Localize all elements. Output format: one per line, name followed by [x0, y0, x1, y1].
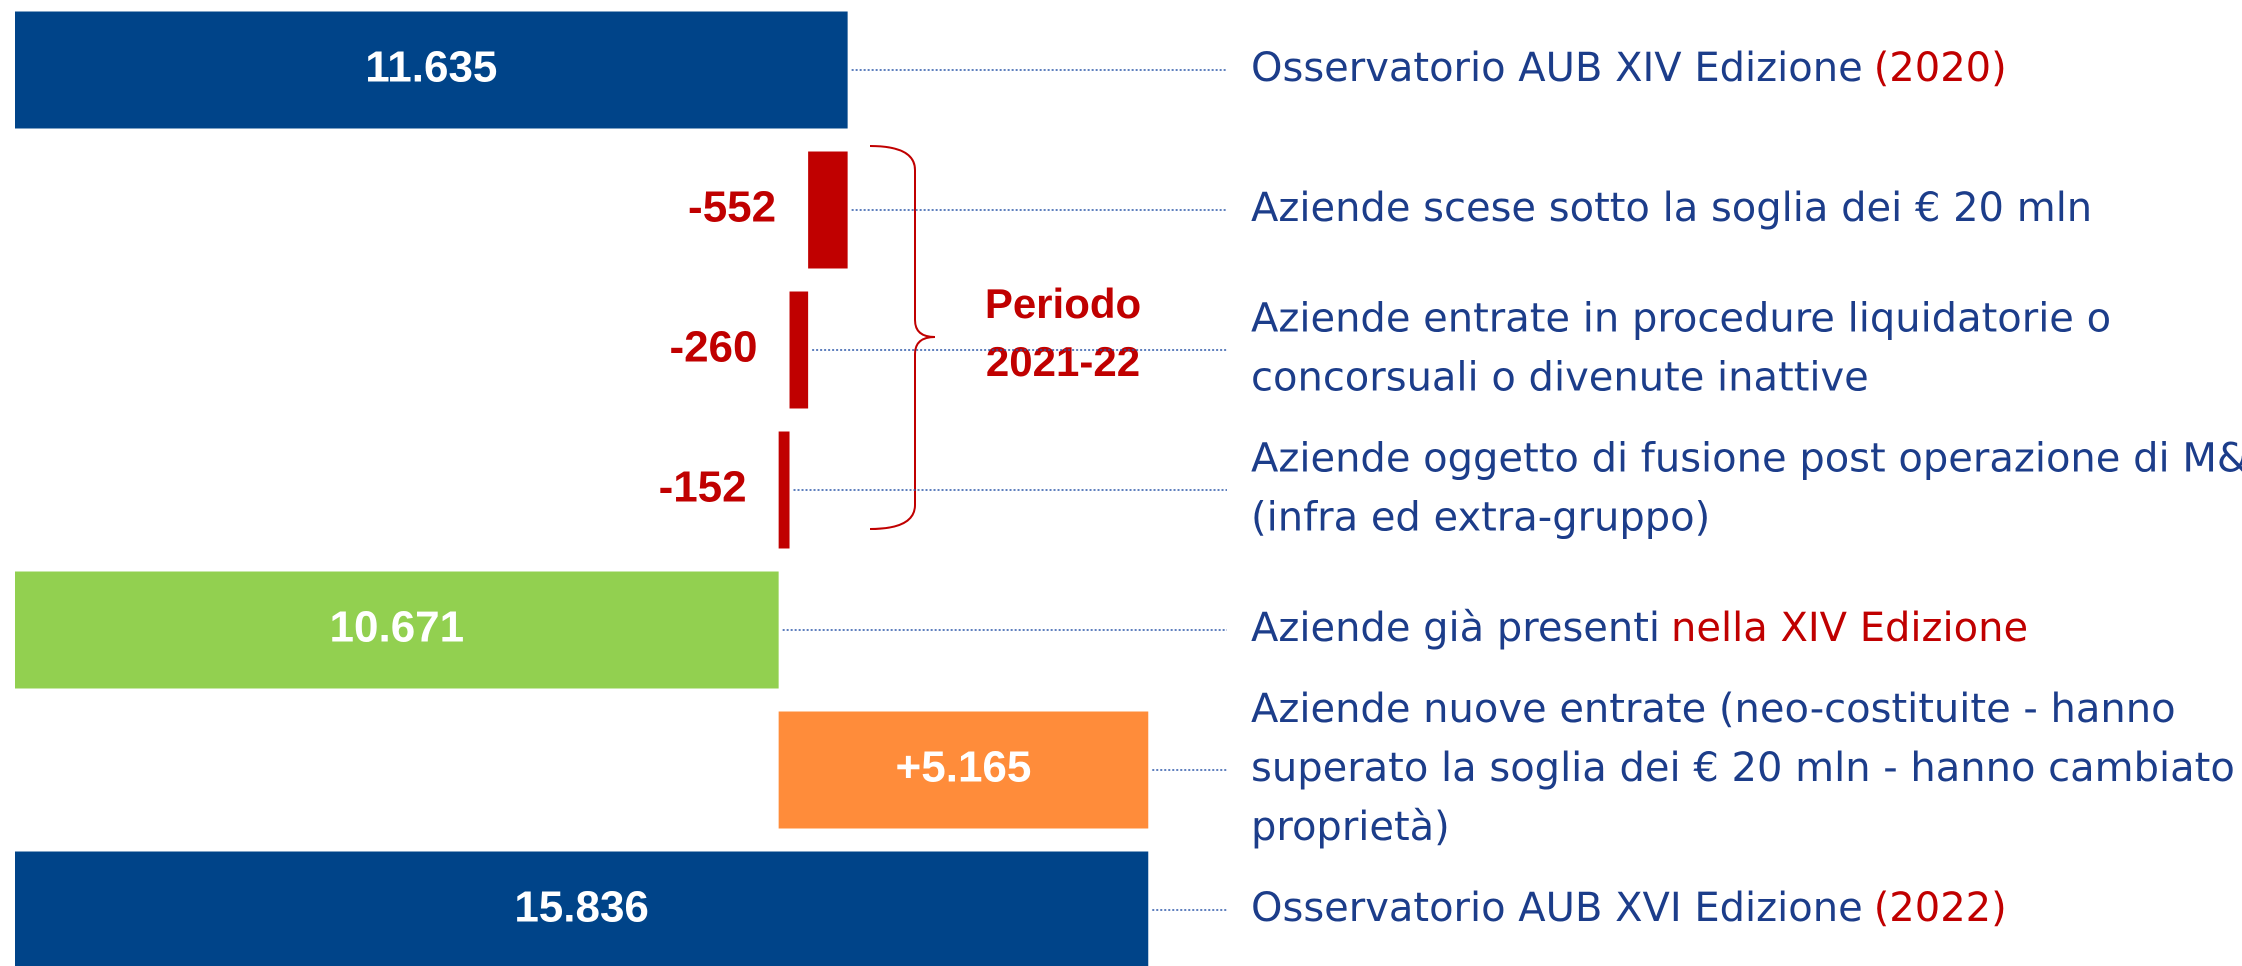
category-text: superato la soglia dei € 20 mln - hanno …: [1251, 745, 2235, 791]
category-highlight: nella XIV Edizione: [1671, 605, 2028, 651]
category-text: Osservatorio AUB XVI Edizione: [1251, 885, 1863, 931]
category-text: Aziende già presenti: [1251, 605, 1660, 651]
category-highlight: (2020): [1874, 45, 2007, 91]
category-label: Aziende nuove entrate (neo-costituite - …: [1251, 686, 2176, 732]
value-label: -152: [659, 463, 747, 512]
bracket-label: 2021-22: [986, 338, 1140, 385]
category-label: Aziende scese sotto la soglia dei € 20 m…: [1251, 185, 2092, 231]
category-label: Osservatorio AUB XVI Edizione (2022): [1251, 885, 2007, 931]
value-label: -552: [688, 183, 776, 232]
period-bracket: [869, 145, 936, 530]
value-label: 15.836: [514, 883, 649, 932]
bar: [778, 431, 790, 549]
bar: [15, 571, 779, 689]
bracket-label: Periodo: [985, 280, 1141, 327]
value-label: 11.635: [365, 43, 497, 92]
bar: [789, 291, 809, 409]
bar: [778, 711, 1149, 829]
category-label: (infra ed extra-gruppo): [1251, 495, 1710, 541]
category-label: Aziende oggetto di fusione post operazio…: [1251, 436, 2242, 482]
category-text: (infra ed extra-gruppo): [1251, 495, 1710, 541]
category-label: Osservatorio AUB XIV Edizione (2020): [1251, 45, 2007, 91]
bar: [15, 11, 848, 129]
category-text: Aziende scese sotto la soglia dei € 20 m…: [1251, 185, 2092, 231]
category-text: Aziende oggetto di fusione post operazio…: [1251, 436, 2242, 482]
category-label: proprietà): [1251, 804, 1450, 850]
value-label: +5.165: [896, 743, 1032, 792]
bar: [808, 151, 848, 269]
category-label: superato la soglia dei € 20 mln - hanno …: [1251, 745, 2235, 791]
category-label: Aziende già presenti nella XIV Edizione: [1251, 605, 2028, 651]
bar: [15, 851, 1149, 966]
category-text: Osservatorio AUB XIV Edizione: [1251, 45, 1863, 91]
category-text: Aziende entrate in procedure liquidatori…: [1251, 296, 2111, 342]
category-label: concorsuali o divenute inattive: [1251, 355, 1869, 401]
category-highlight: (2022): [1874, 885, 2007, 931]
category-text: concorsuali o divenute inattive: [1251, 355, 1869, 401]
category-text: proprietà): [1251, 804, 1450, 850]
value-label: -260: [669, 323, 757, 372]
category-label: Aziende entrate in procedure liquidatori…: [1251, 296, 2111, 342]
category-text: Aziende nuove entrate (neo-costituite - …: [1251, 686, 2176, 732]
value-label: 10.671: [330, 603, 465, 652]
